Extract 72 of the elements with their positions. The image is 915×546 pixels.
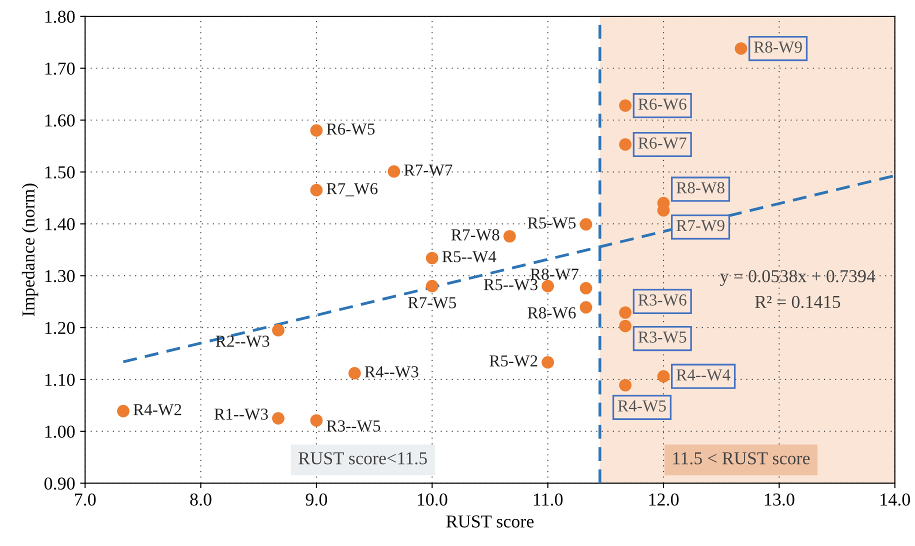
point (542, 356, 554, 369)
annotation: R8-W7 (530, 268, 579, 280)
annotation: R8-W9 (754, 41, 802, 53)
x-tick-label: 8.0 (190, 493, 212, 506)
annotation: y = 0.0538x + 0.7394 (720, 270, 876, 286)
annotation: R7-W5 (408, 297, 456, 308)
annotation: R5--W3 (484, 279, 538, 290)
y-tick-label: 1.70 (45, 62, 75, 75)
x-tick-label: 10.0 (418, 493, 448, 506)
x-tick-label: 7.0 (75, 493, 96, 506)
point (734, 42, 748, 55)
point (272, 324, 284, 336)
point (272, 412, 284, 425)
point (657, 370, 670, 383)
annotation: R8-W8 (676, 182, 724, 194)
point (426, 252, 438, 264)
annotation: R6-W7 (638, 137, 686, 149)
annotation: R8-W6 (528, 307, 576, 319)
y-tick-label: 1.40 (45, 218, 75, 230)
y-tick-label: 1.50 (45, 166, 75, 179)
y-tick-label: 1.10 (45, 374, 75, 386)
point (619, 306, 632, 319)
point (117, 404, 130, 418)
y-tick-label: 1.60 (45, 114, 75, 127)
annotation: R5-W2 (490, 355, 538, 367)
annotation: R3--W5 (326, 420, 380, 432)
x-tick-label: 14.0 (880, 493, 910, 506)
annotation: R7_W6 (326, 183, 378, 196)
x-tick-label: 9.0 (306, 493, 328, 506)
x-tick-label: 13.0 (764, 493, 794, 506)
annotation: R4-W2 (133, 404, 182, 416)
point (426, 280, 438, 292)
annotation: R2--W3 (216, 336, 270, 347)
annotation: R7-W9 (676, 220, 724, 232)
annotation: R4--W3 (364, 366, 418, 378)
annotation: R6-W5 (326, 123, 375, 135)
point (310, 414, 323, 427)
point (503, 230, 516, 243)
annotation: R5-W5 (528, 217, 576, 229)
annotation: R6-W6 (638, 98, 686, 110)
annotation: R5--W4 (442, 251, 496, 262)
annotation: R1--W3 (214, 408, 268, 420)
annotation: R7-W7 (404, 164, 452, 176)
y-tick-label: 1.00 (45, 426, 75, 438)
point (619, 320, 632, 332)
point (348, 367, 361, 380)
x-tick-label: 12.0 (649, 493, 679, 506)
y-axis-title: Impedance (norm) (22, 184, 38, 316)
point (580, 301, 592, 314)
point (580, 282, 592, 294)
annotation: R7-W8 (451, 229, 500, 241)
y-tick-label: 1.80 (45, 10, 75, 23)
y-tick-label: 1.30 (45, 270, 75, 282)
point (388, 165, 400, 178)
x-tick-label: 11.0 (534, 493, 563, 506)
y-tick-label: 1.20 (45, 322, 75, 334)
annotation: RUST score<11.5 (298, 452, 427, 464)
point (310, 184, 323, 196)
point (619, 138, 632, 151)
annotation: R3-W6 (638, 294, 686, 306)
point (542, 280, 554, 292)
x-axis-title: RUST score (446, 515, 534, 528)
annotation: R3-W5 (638, 332, 686, 343)
point (580, 218, 592, 231)
point (619, 378, 632, 392)
annotation: 11.5 < RUST score (673, 452, 810, 464)
annotation: R4--W4 (676, 369, 730, 381)
annotation: R4-W5 (618, 400, 666, 412)
point (619, 99, 632, 112)
y-tick-label: 0.90 (44, 477, 75, 490)
annotation: R² = 0.1415 (755, 296, 840, 308)
point (310, 124, 323, 137)
